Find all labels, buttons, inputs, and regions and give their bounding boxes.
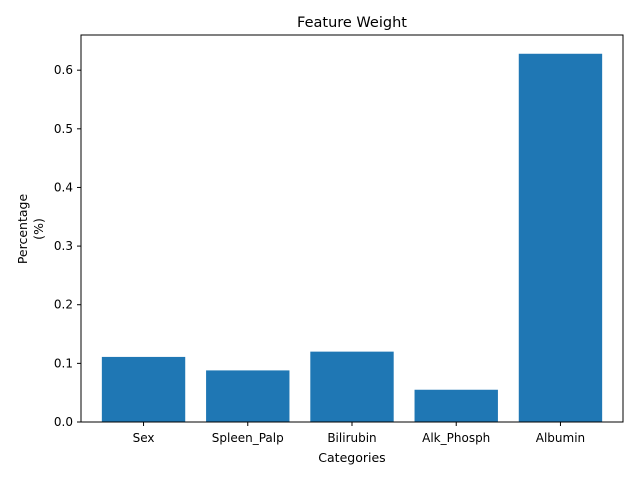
y-tick-label-1: 0.1 [54,356,73,370]
x-tick-label-spleen-palp: Spleen_Palp [212,431,284,445]
x-axis-label: Categories [318,450,385,465]
y-tick-label-5: 0.5 [54,122,73,136]
y-tick-label-6: 0.6 [54,63,73,77]
y-tick-label-4: 0.4 [54,180,73,194]
y-tick-label-0: 0.0 [54,415,73,429]
x-tick-label-alk-phosph: Alk_Phosph [422,431,490,445]
y-axis-ticks: 0.0 0.1 0.2 0.3 0.4 0.5 0.6 [54,63,81,429]
bar-sex [101,356,186,422]
y-tick-label-3: 0.3 [54,239,73,253]
x-axis-ticks: Sex Spleen_Palp Bilirubin Alk_Phosph Albumin [133,422,585,445]
bars-layer [101,53,603,422]
bar-spleen-palp [206,370,290,422]
x-tick-label-sex: Sex [133,431,155,445]
x-tick-label-bilirubin: Bilirubin [327,431,376,445]
plot-frame [80,34,624,423]
x-tick-label-albumin: Albumin [536,431,585,445]
y-axis-label-line-2: (%) [31,218,46,240]
chart-title: Feature Weight [297,15,407,31]
bar-bilirubin [310,351,394,422]
y-axis-label-line-1: Percentage [15,194,30,265]
bar-alk-phosph [414,389,498,422]
y-tick-label-2: 0.2 [54,298,73,312]
y-axis-label: Percentage (%) [15,194,46,265]
bar-albumin [518,53,603,422]
